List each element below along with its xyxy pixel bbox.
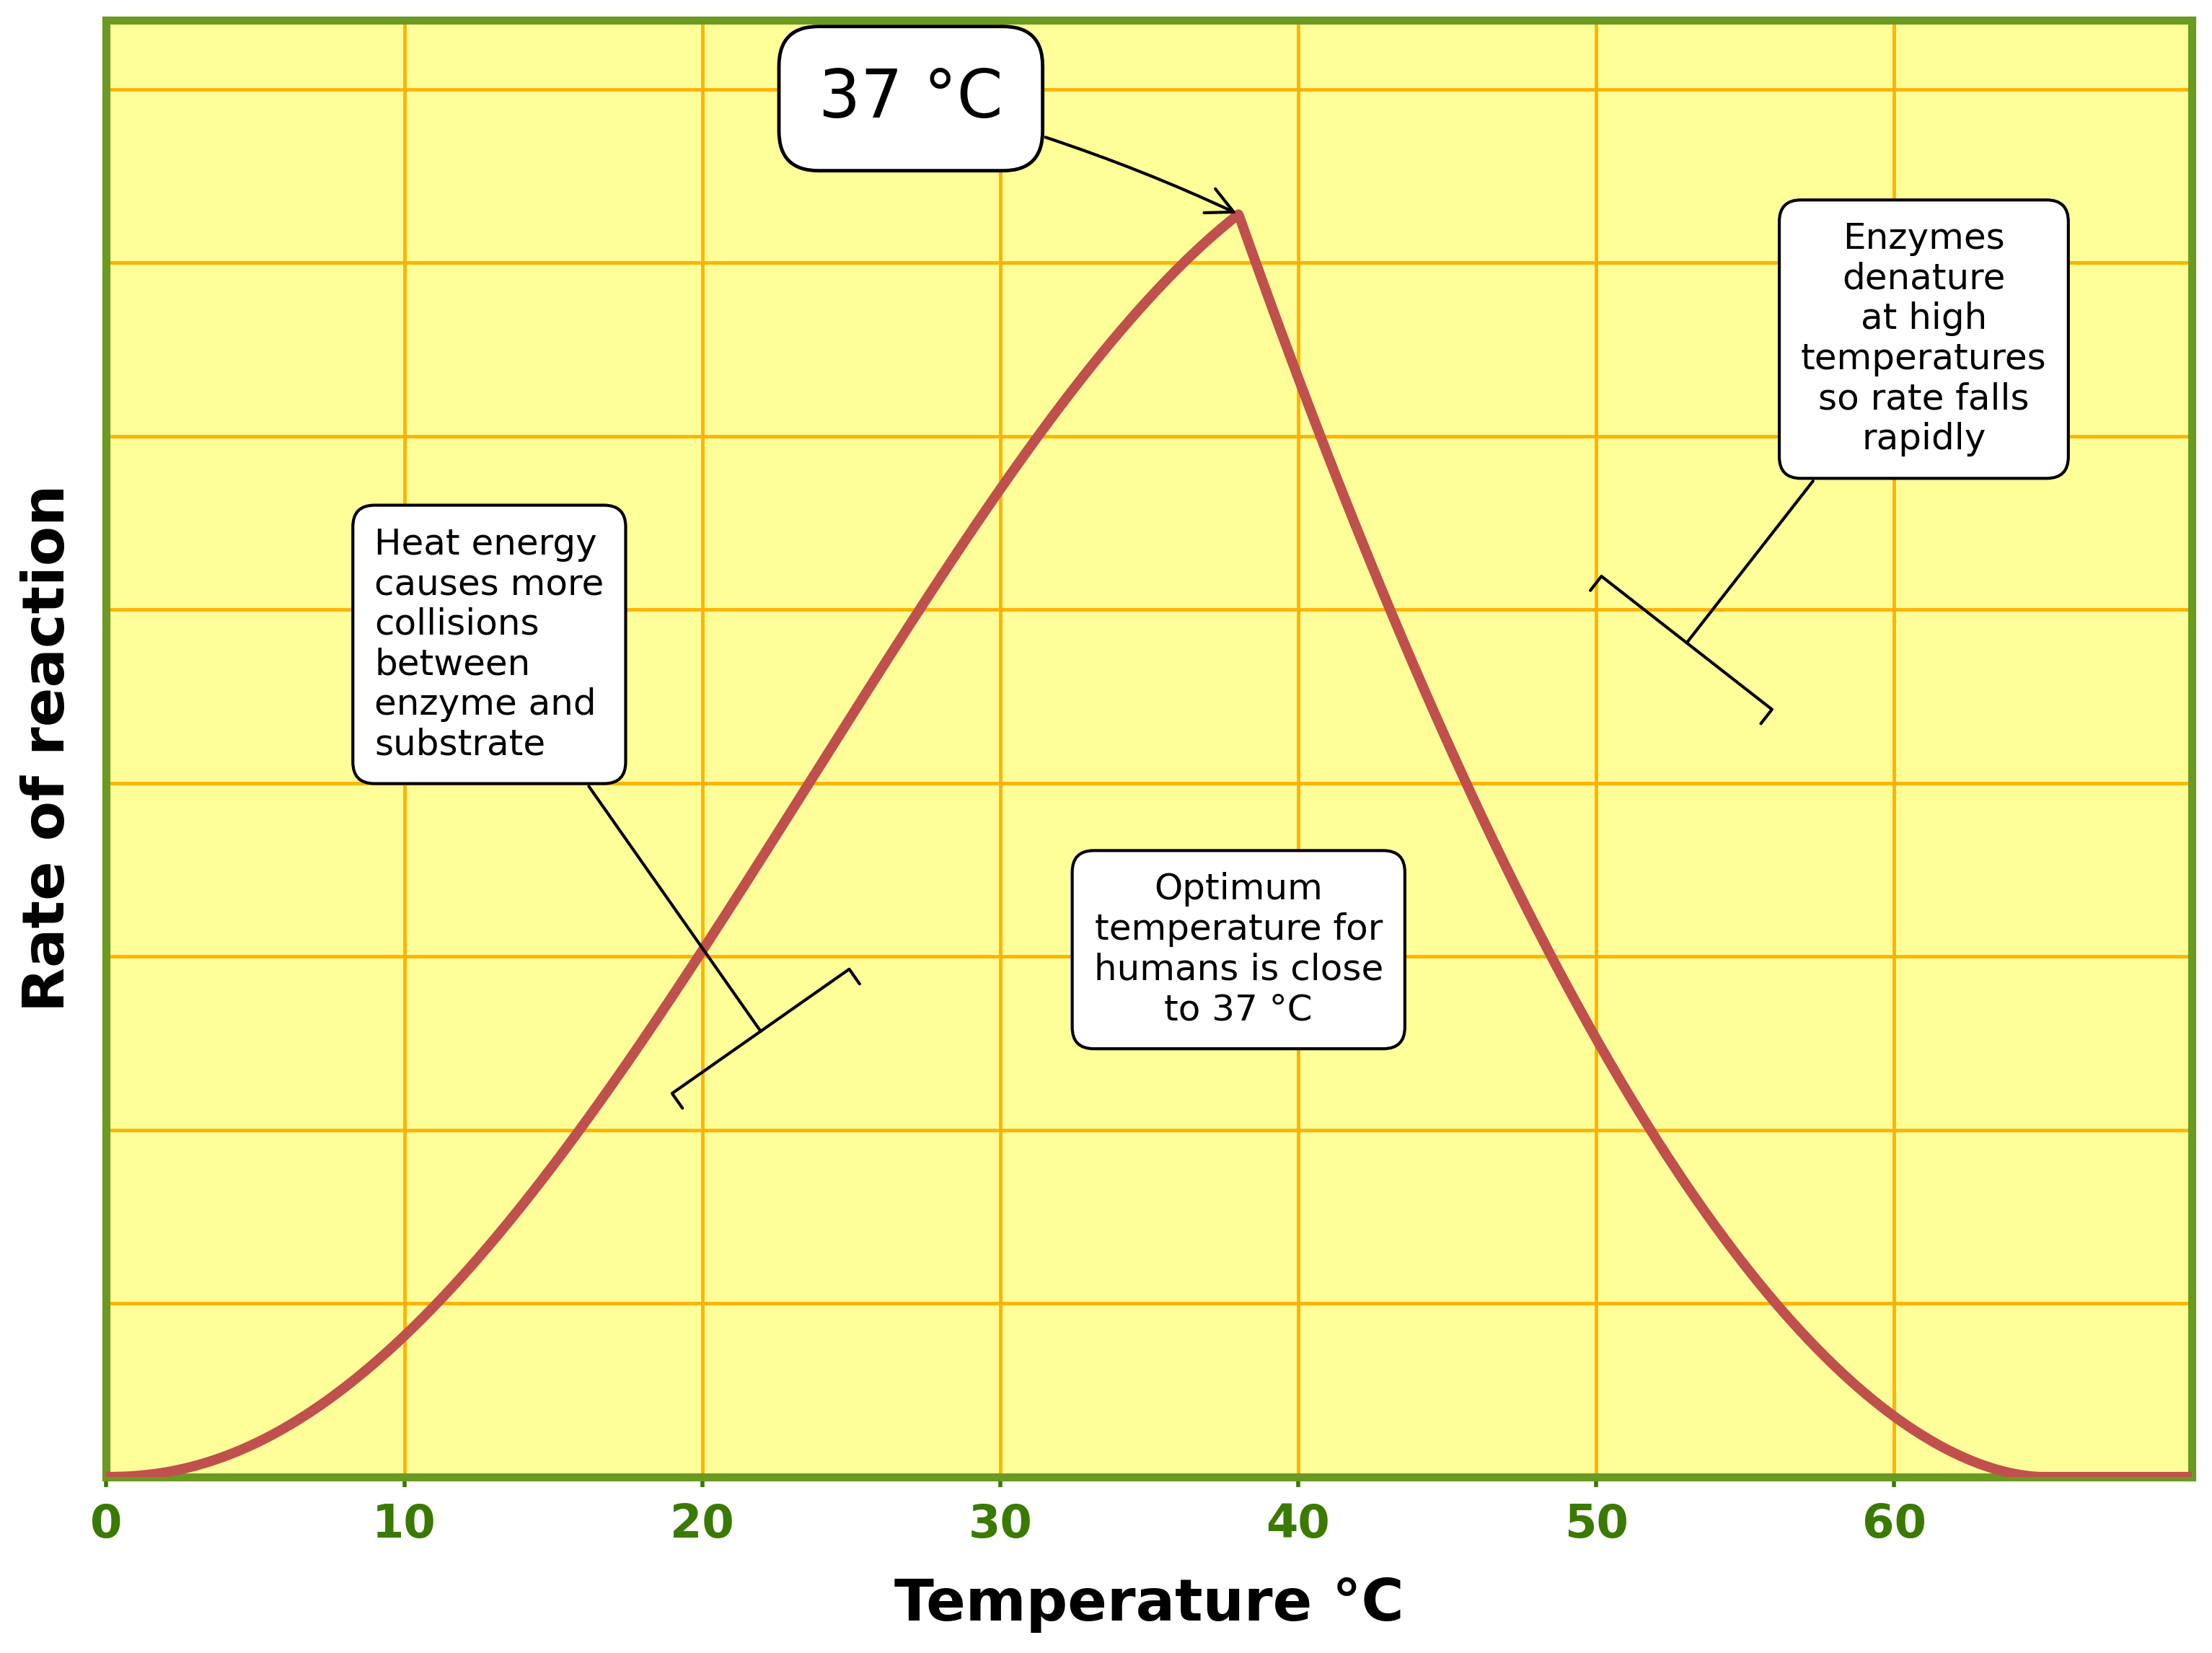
Text: Heat energy
causes more
collisions
between
enzyme and
substrate: Heat energy causes more collisions betwe… [374, 527, 860, 1108]
Y-axis label: Rate of reaction: Rate of reaction [20, 484, 75, 1012]
Text: Enzymes
denature
at high
temperatures
so rate falls
rapidly: Enzymes denature at high temperatures so… [1590, 222, 2046, 724]
Text: Optimum
temperature for
humans is close
to 37 °C: Optimum temperature for humans is close … [1095, 873, 1382, 1027]
X-axis label: Temperature °C: Temperature °C [894, 1577, 1405, 1633]
Text: 37 °C: 37 °C [818, 66, 1234, 213]
